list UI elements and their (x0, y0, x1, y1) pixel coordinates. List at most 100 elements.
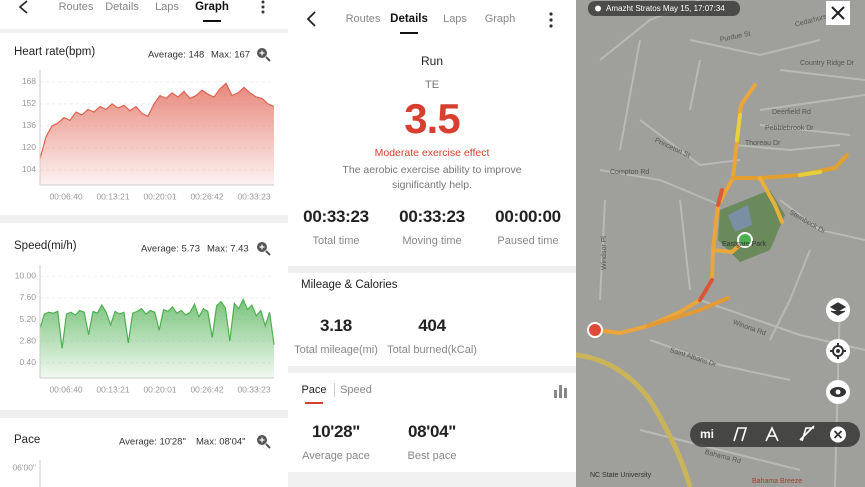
stat-label: Moving time (402, 235, 462, 247)
section-title: Mileage & Calories (301, 279, 398, 291)
mileage-label: Total burned(kCal) (387, 344, 477, 356)
stat-label: Paused time (497, 235, 559, 247)
start-marker (587, 322, 603, 338)
mileage-value: 3.18 (320, 316, 352, 335)
stat-value: 00:00:00 (495, 207, 561, 226)
separator (288, 472, 576, 487)
pace-tab-active[interactable]: Pace (301, 384, 327, 396)
tab-active[interactable]: Graph (195, 1, 229, 13)
zoom-button[interactable] (257, 242, 271, 256)
street-label: Compton Rd (610, 169, 649, 176)
tab-active[interactable]: Details (390, 13, 428, 25)
line (39, 82, 275, 160)
tab[interactable]: Laps (443, 13, 467, 25)
park (718, 190, 785, 262)
chart-title: Heart rate(bpm) (14, 46, 95, 58)
street-label: Country Ridge Dr (800, 60, 855, 67)
details-screen: Routes Details Laps Graph Run TE 3.5 Mod… (288, 0, 576, 487)
unit-toggle[interactable]: mi (700, 427, 714, 441)
device-pill (588, 1, 740, 16)
highway (576, 352, 693, 487)
y-tick-label: 06'00" (12, 462, 36, 472)
y-tick-label: 0.40 (19, 357, 36, 367)
y-tick-label: 104 (22, 164, 36, 174)
route (593, 83, 849, 335)
zoom-button[interactable] (257, 48, 271, 62)
back-button[interactable] (302, 9, 322, 29)
tab[interactable]: Routes (345, 13, 381, 25)
x-tick-label: 00:06:40 (49, 384, 82, 394)
tab[interactable]: Graph (484, 13, 516, 25)
view-button[interactable] (826, 380, 850, 404)
street-label: Bahama Breeze (752, 478, 802, 485)
card (0, 418, 288, 487)
stat-label: Total time (312, 235, 360, 247)
device-icon (595, 5, 601, 12)
tab-underline (203, 20, 221, 22)
tab[interactable]: Details (105, 1, 139, 13)
pace-label: Average pace (302, 450, 370, 462)
menu-button[interactable] (548, 11, 554, 29)
separator (288, 266, 576, 273)
x-tick-label: 00:33:23 (237, 191, 270, 201)
street-label: Windsor Pl (601, 236, 608, 270)
menu-button[interactable] (261, 0, 265, 14)
line (39, 297, 275, 349)
overlay-off-toggle[interactable] (799, 425, 815, 442)
activity: Run (420, 54, 444, 68)
stat-value: 00:33:23 (399, 207, 465, 226)
y-tick-label: 7.60 (19, 292, 36, 302)
tab-underline (305, 402, 323, 404)
pace-value: 10'28" (311, 422, 361, 441)
x-tick-label: 00:13:21 (96, 191, 129, 201)
map-screen: Purdue St Cedarhurst Dr Country Ridge Dr… (576, 0, 865, 487)
graph-screen: Routes Details Laps Graph Heart rate(bpm… (0, 0, 288, 487)
close-button[interactable] (826, 1, 850, 25)
back-button[interactable] (18, 0, 28, 14)
y-tick-label: 2.80 (19, 335, 36, 345)
tab[interactable]: Laps (155, 1, 179, 13)
locate-button[interactable] (826, 339, 850, 363)
x-tick-label: 00:06:40 (49, 191, 82, 201)
y-tick-label: 136 (22, 120, 36, 130)
chart-icon[interactable] (553, 384, 569, 398)
map-background (576, 0, 865, 487)
separator (288, 366, 576, 373)
pace-label: Best pace (407, 450, 457, 462)
max: Max: 167 (211, 50, 250, 61)
max: Max: 7.43 (207, 244, 249, 255)
street-label: Thoreau Dr (745, 140, 781, 147)
description: The aerobic exercise ability to improve (342, 164, 522, 176)
toolbar-icons (733, 425, 815, 442)
effect: Moderate exercise effect (374, 147, 490, 159)
tab[interactable]: Routes (59, 1, 94, 13)
chart-title: Pace (14, 434, 40, 446)
top-bar (0, 0, 288, 29)
clear-button[interactable] (830, 426, 846, 443)
description: significantly help. (392, 179, 472, 191)
zoom-button[interactable] (257, 435, 271, 449)
y-tick-label: 120 (22, 142, 36, 152)
mileage-value: 404 (418, 316, 446, 335)
x-tick-label: 00:13:21 (96, 384, 129, 394)
layers-button[interactable] (826, 298, 850, 322)
mileage-label: Total mileage(mi) (294, 344, 378, 356)
device-label: Amazht Stratos May 15, 17:07:34 (606, 4, 725, 13)
y-tick-label: 10.00 (15, 271, 37, 281)
te-label: TE (424, 79, 440, 91)
x-tick-label: 00:20:01 (143, 191, 176, 201)
chart-title: Speed(mi/h) (14, 240, 77, 252)
stat-value: 00:33:23 (303, 207, 369, 226)
x-tick-label: 00:26:42 (190, 384, 223, 394)
pace-tab[interactable]: Speed (340, 384, 372, 396)
x-tick-label: 00:33:23 (237, 384, 270, 394)
pond (728, 205, 752, 232)
divider (334, 383, 335, 397)
end-marker (737, 232, 753, 248)
y-tick-label: 5.20 (19, 314, 36, 324)
street-label: Eastgate Park (722, 241, 766, 248)
pace-overlay-toggle[interactable] (733, 427, 748, 442)
altitude-overlay-toggle[interactable] (765, 426, 779, 442)
y-tick-label: 152 (22, 98, 36, 108)
